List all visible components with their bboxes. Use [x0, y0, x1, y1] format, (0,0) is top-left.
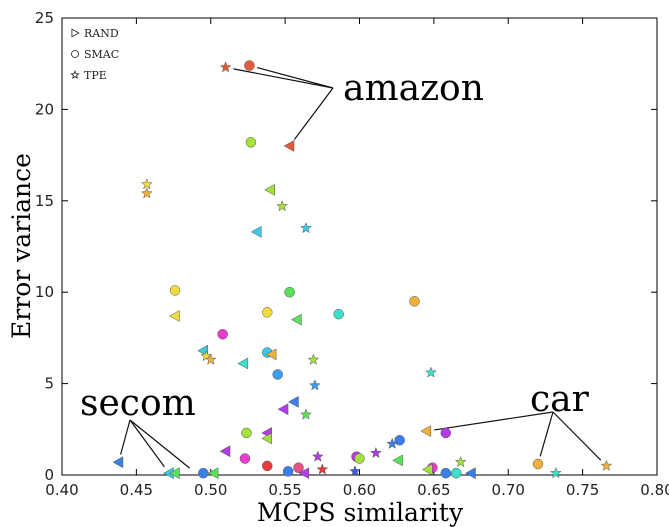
legend-label: SMAC [84, 48, 119, 61]
data-point-star [600, 459, 613, 471]
data-point-circle [284, 286, 295, 298]
y-tick-label: 15 [35, 192, 54, 210]
data-point-circle [333, 308, 344, 320]
data-point-triangle [265, 348, 277, 361]
data-point-star [140, 187, 153, 199]
data-point-triangle [264, 183, 275, 196]
y-axis-label: Error variance [7, 153, 36, 339]
axis-ticks: 0.40 0.45 0.50 0.55 0.60 0.65 0.70 0.75 0.80 0 5 10… [35, 9, 669, 499]
data-point-circle [262, 460, 273, 472]
data-point-triangle [261, 432, 272, 445]
x-axis-label: MCPS similarity [257, 498, 464, 527]
data-point-star [300, 222, 312, 234]
data-point-triangle [277, 403, 289, 416]
data-point-triangle [465, 467, 476, 480]
data-point-star [140, 178, 153, 190]
data-point-star [316, 463, 329, 475]
y-tick-label: 10 [35, 283, 54, 301]
x-tick-label: 0.55 [268, 481, 301, 499]
annotation-leader-line [552, 411, 602, 461]
data-point-circle [241, 427, 252, 439]
x-tick-label: 0.45 [120, 481, 153, 499]
data-point-star [219, 61, 232, 73]
data-point-circle [239, 453, 251, 464]
data-point-star [369, 446, 382, 459]
data-point-triangle [283, 140, 295, 152]
data-point-star [549, 466, 562, 479]
x-tick-label: 0.80 [640, 481, 669, 499]
y-tick-label: 5 [44, 375, 54, 393]
data-point-star [276, 200, 289, 212]
y-tick-label: 20 [35, 100, 54, 118]
data-point-triangle [420, 425, 432, 438]
annotation-leader-line [233, 68, 334, 89]
data-points [112, 60, 613, 480]
legend-marker-circle [71, 50, 79, 58]
data-point-triangle [207, 467, 219, 480]
data-point-triangle [291, 313, 302, 326]
data-point-triangle [112, 456, 124, 469]
data-point-triangle [298, 467, 310, 480]
annotation-leader-line [539, 411, 554, 457]
annotation-leader-line [434, 411, 554, 431]
data-point-triangle [219, 445, 231, 458]
annotation-amazon: amazon [343, 68, 484, 109]
data-point-star [454, 455, 467, 468]
data-point-star [424, 366, 437, 378]
x-tick-label: 0.75 [566, 481, 599, 499]
annotation-leader-line [120, 419, 131, 455]
data-point-star [300, 408, 312, 420]
data-point-triangle [421, 463, 433, 476]
annotation-leader-line [256, 67, 334, 89]
data-point-triangle [250, 225, 262, 238]
data-point-circle [440, 427, 452, 439]
data-point-triangle [169, 467, 180, 480]
data-point-star [386, 437, 399, 449]
annotations: amazon secom car [80, 68, 590, 424]
data-point-star [349, 465, 361, 477]
x-tick-label: 0.50 [194, 481, 227, 499]
data-point-triangle [237, 357, 249, 370]
data-point-star [307, 353, 320, 365]
data-point-circle [282, 466, 294, 477]
data-point-circle [245, 137, 257, 148]
data-point-circle [198, 467, 209, 479]
data-point-circle [354, 453, 365, 464]
data-point-triangle [169, 310, 180, 322]
annotation-leader-line [129, 419, 165, 468]
legend-marker-triangle [71, 28, 80, 38]
data-point-circle [450, 467, 462, 479]
data-point-star [204, 353, 217, 365]
data-point-star [311, 450, 324, 462]
data-point-circle [293, 462, 304, 473]
data-point-circle [272, 369, 283, 380]
data-point-circle [440, 467, 452, 479]
legend-marker-star [70, 70, 80, 80]
annotation-leader-line [293, 87, 334, 140]
data-point-triangle [392, 454, 403, 467]
legend: RAND SMAC TPE [70, 27, 119, 82]
data-point-circle [394, 435, 405, 446]
annotation-leader-line [129, 419, 191, 469]
y-tick-label: 0 [44, 466, 54, 484]
annotation-car: car [530, 379, 590, 420]
data-point-circle [532, 458, 544, 470]
annotation-leader-lines [120, 67, 602, 469]
data-point-circle [262, 307, 273, 318]
data-point-circle [409, 296, 420, 307]
data-point-circle [169, 285, 181, 296]
x-tick-label: 0.70 [492, 481, 525, 499]
data-point-star [308, 379, 321, 391]
data-point-triangle [288, 395, 299, 408]
y-tick-label: 25 [35, 9, 54, 27]
x-tick-label: 0.65 [417, 481, 450, 499]
legend-label: RAND [84, 27, 119, 40]
data-point-circle [217, 328, 228, 340]
x-tick-label: 0.60 [343, 481, 376, 499]
data-point-circle [244, 60, 255, 71]
annotation-secom: secom [80, 383, 196, 424]
x-tick-label: 0.40 [45, 481, 78, 499]
legend-label: TPE [84, 69, 107, 82]
